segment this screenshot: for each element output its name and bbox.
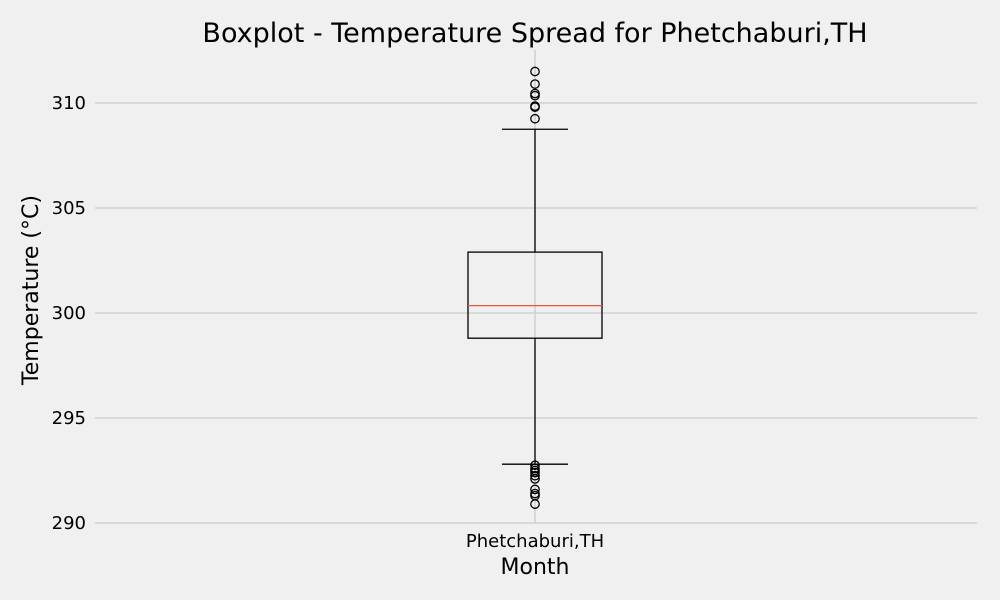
outlier-point: [530, 484, 540, 495]
iqr-box: [467, 251, 603, 339]
x-axis-label: Month: [501, 555, 570, 580]
boxplot-layer: [467, 66, 603, 509]
x-tick-label: Phetchaburi,TH: [466, 531, 604, 552]
outlier-point: [530, 460, 540, 471]
y-axis-label: Temperature (°C): [19, 195, 44, 386]
grid-layer: [95, 50, 977, 524]
outlier-point: [530, 470, 540, 481]
y-tick-label: 295: [52, 408, 86, 429]
y-tick-label: 290: [52, 513, 86, 534]
outlier-point: [530, 88, 540, 99]
outlier-point: [530, 101, 540, 112]
y-tick-labels: 290 295 300 305 310: [52, 93, 86, 534]
x-tick-labels: Phetchaburi,TH: [466, 531, 604, 552]
outlier-point: [530, 113, 540, 124]
outlier-point: [530, 499, 540, 509]
outlier-point: [530, 467, 540, 478]
outlier-point: [530, 66, 540, 77]
outlier-point: [530, 474, 540, 484]
y-tick-label: 305: [52, 198, 86, 219]
y-tick-label: 310: [52, 93, 86, 114]
outlier-point: [530, 79, 540, 89]
y-tick-label: 300: [52, 303, 86, 324]
chart-title: Boxplot - Temperature Spread for Phetcha…: [202, 18, 867, 49]
